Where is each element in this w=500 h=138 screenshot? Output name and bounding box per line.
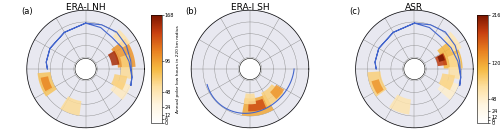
- Polygon shape: [120, 54, 132, 68]
- Circle shape: [356, 10, 473, 128]
- Circle shape: [240, 58, 260, 80]
- Text: ERA-I SH: ERA-I SH: [230, 3, 270, 12]
- Polygon shape: [111, 39, 136, 68]
- Polygon shape: [448, 67, 460, 79]
- Text: (a): (a): [21, 7, 32, 16]
- Polygon shape: [438, 79, 459, 100]
- Polygon shape: [111, 74, 128, 90]
- Polygon shape: [120, 67, 132, 79]
- Circle shape: [191, 10, 309, 128]
- Polygon shape: [435, 53, 447, 66]
- Text: ASR: ASR: [406, 3, 423, 12]
- Polygon shape: [389, 95, 411, 115]
- Text: ERA-I NH: ERA-I NH: [66, 3, 106, 12]
- Polygon shape: [244, 93, 256, 104]
- Y-axis label: Annual polar low hours in 220 km radius: Annual polar low hours in 220 km radius: [176, 25, 180, 113]
- Polygon shape: [113, 29, 130, 48]
- Polygon shape: [248, 99, 266, 111]
- Polygon shape: [368, 71, 387, 97]
- Polygon shape: [270, 85, 284, 99]
- Polygon shape: [372, 79, 384, 94]
- Polygon shape: [60, 96, 82, 116]
- Circle shape: [404, 58, 425, 80]
- Polygon shape: [38, 72, 56, 97]
- Polygon shape: [438, 73, 455, 90]
- Polygon shape: [110, 80, 131, 100]
- Polygon shape: [242, 95, 274, 116]
- Polygon shape: [108, 51, 120, 66]
- Polygon shape: [438, 54, 445, 62]
- Circle shape: [75, 58, 96, 80]
- Polygon shape: [443, 32, 462, 52]
- Polygon shape: [40, 76, 52, 91]
- Polygon shape: [448, 53, 462, 69]
- Text: (b): (b): [186, 7, 197, 16]
- Circle shape: [27, 10, 144, 128]
- Polygon shape: [438, 39, 462, 68]
- Text: (c): (c): [350, 7, 361, 16]
- Polygon shape: [261, 84, 283, 106]
